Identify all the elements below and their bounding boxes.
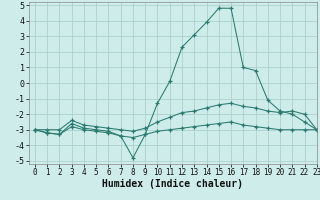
X-axis label: Humidex (Indice chaleur): Humidex (Indice chaleur) [102,179,243,189]
